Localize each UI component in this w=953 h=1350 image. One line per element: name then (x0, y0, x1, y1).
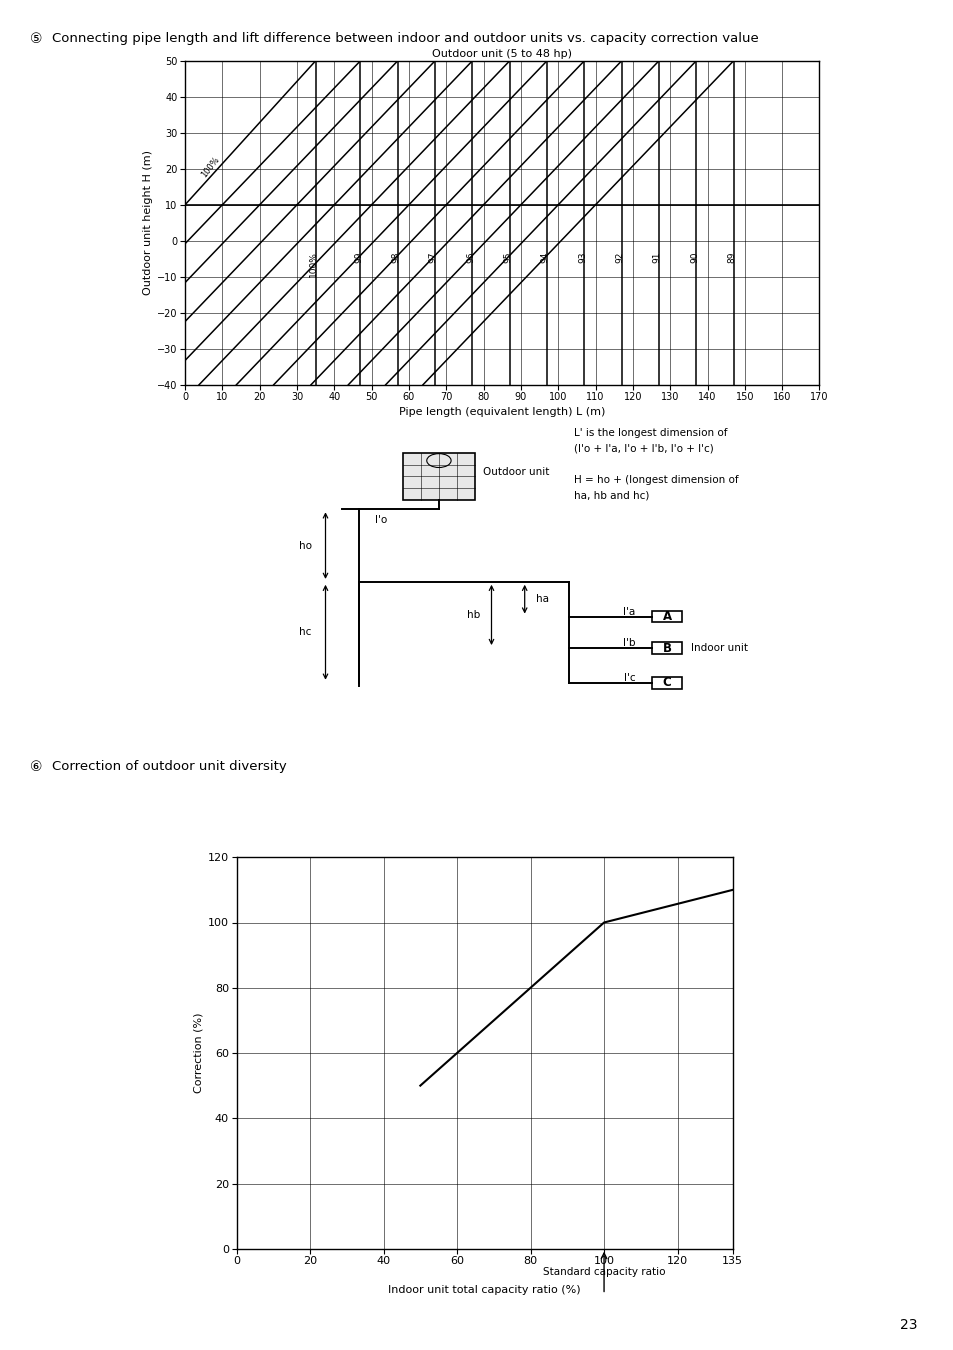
Text: 93: 93 (578, 251, 586, 263)
Text: 99: 99 (354, 251, 363, 263)
Text: (l'o + l'a, l'o + l'b, l'o + l'c): (l'o + l'a, l'o + l'b, l'o + l'c) (574, 443, 714, 454)
Text: l'c: l'c (623, 672, 635, 683)
Bar (402, 452, 475, 499)
Text: Indoor unit: Indoor unit (690, 643, 747, 653)
Text: ho: ho (298, 540, 312, 551)
Text: 100%: 100% (309, 251, 318, 278)
Y-axis label: Outdoor unit height H (m): Outdoor unit height H (m) (143, 150, 152, 296)
Text: ⑥: ⑥ (30, 760, 43, 774)
Y-axis label: Correction (%): Correction (%) (193, 1012, 203, 1094)
Bar (651, 676, 681, 688)
Text: 92: 92 (615, 251, 623, 263)
Text: ⑤: ⑤ (30, 32, 43, 46)
Text: 98: 98 (391, 251, 400, 263)
Text: Correction of outdoor unit diversity: Correction of outdoor unit diversity (52, 760, 287, 774)
Text: 100%: 100% (200, 155, 221, 180)
Text: 96: 96 (466, 251, 475, 263)
Bar (651, 643, 681, 653)
Text: 94: 94 (540, 251, 549, 263)
Title: Outdoor unit (5 to 48 hp): Outdoor unit (5 to 48 hp) (432, 49, 572, 58)
Text: Outdoor unit: Outdoor unit (482, 467, 549, 477)
Text: Connecting pipe length and lift difference between indoor and outdoor units vs. : Connecting pipe length and lift differen… (52, 32, 758, 45)
Text: C: C (662, 676, 671, 688)
Text: hc: hc (299, 628, 312, 637)
Text: hb: hb (467, 610, 480, 620)
Text: A: A (662, 610, 671, 622)
Text: ha: ha (536, 594, 548, 605)
Text: 90: 90 (689, 251, 699, 263)
Text: ha, hb and hc): ha, hb and hc) (574, 490, 649, 501)
Text: 89: 89 (726, 251, 736, 263)
Text: l'b: l'b (622, 639, 635, 648)
Text: B: B (662, 641, 671, 655)
Text: H = ho + (longest dimension of: H = ho + (longest dimension of (574, 475, 739, 485)
Text: 95: 95 (503, 251, 512, 263)
Text: 91: 91 (652, 251, 661, 263)
Text: l'a: l'a (622, 606, 635, 617)
Text: l'o: l'o (375, 516, 387, 525)
Bar (651, 610, 681, 622)
Text: 97: 97 (428, 251, 437, 263)
X-axis label: Pipe length (equivalent length) L (m): Pipe length (equivalent length) L (m) (398, 406, 605, 417)
Text: Standard capacity ratio: Standard capacity ratio (542, 1266, 664, 1277)
Text: 23: 23 (900, 1318, 917, 1332)
Text: L' is the longest dimension of: L' is the longest dimension of (574, 428, 727, 437)
Text: Indoor unit total capacity ratio (%): Indoor unit total capacity ratio (%) (388, 1285, 580, 1295)
